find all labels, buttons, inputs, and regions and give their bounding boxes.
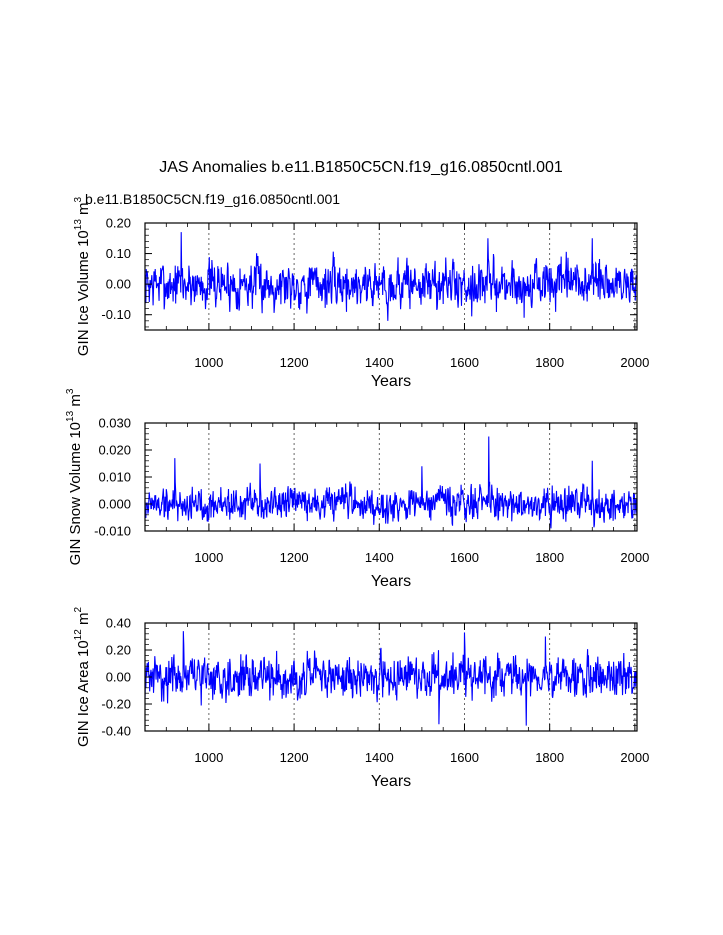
y-tick-label: 0.020 (98, 443, 131, 458)
x-tick-label: 1000 (194, 750, 223, 765)
x-tick-label: 1400 (365, 550, 394, 565)
y-tick-label: 0.010 (98, 470, 131, 485)
series-line-ice-area (144, 631, 638, 726)
y-tick-label: 0.00 (106, 277, 131, 292)
y-tick-label: 0.030 (98, 416, 131, 431)
x-tick-label: 1800 (535, 750, 564, 765)
panel-ice-area: 1000 1200 1400 1600 1800 2000 -0.40 -0.20 0.00 0.… (73, 607, 649, 790)
x-tick-label: 1000 (194, 355, 223, 370)
panel-ice-volume: 1000 1200 1400 1600 1800 2000 -0.10 0.00 0.10 0.2… (73, 196, 649, 390)
y-tick-label: -0.010 (94, 524, 131, 539)
x-tick-label: 1200 (280, 550, 309, 565)
y-tick-label: -0.20 (101, 697, 131, 712)
series-line-ice-volume (144, 232, 638, 321)
x-tick-label: 1600 (450, 355, 479, 370)
y-tick-label: 0.40 (106, 616, 131, 631)
x-tick-label: 1600 (450, 750, 479, 765)
x-axis-label: Years (371, 373, 411, 390)
x-tick-label: 1400 (365, 355, 394, 370)
y-tick-label: 0.20 (106, 216, 131, 231)
y-tick-label: 0.20 (106, 643, 131, 658)
y-axis-label: GIN Snow Volume 1013 m3 (65, 388, 84, 565)
y-axis-label: GIN Ice Volume 1013 m3 (73, 196, 92, 356)
y-axis-label: GIN Ice Area 1012 m2 (73, 607, 92, 748)
x-tick-label: 1200 (280, 750, 309, 765)
figure-title: JAS Anomalies b.e11.B1850C5CN.f19_g16.08… (159, 159, 563, 176)
series-line-snow-volume (144, 436, 638, 529)
y-tick-label: 0.00 (106, 670, 131, 685)
x-tick-label: 1800 (535, 550, 564, 565)
plot-frame (144, 222, 638, 331)
y-tick-label: -0.10 (101, 307, 131, 322)
x-tick-label: 1600 (450, 550, 479, 565)
x-axis-label: Years (371, 573, 411, 590)
x-tick-label: 1800 (535, 355, 564, 370)
panel-snow-volume: 1000 1200 1400 1600 1800 2000 -0.010 0.000 0.010… (65, 388, 649, 590)
y-tick-label: 0.10 (106, 246, 131, 261)
x-tick-label: 2000 (620, 750, 649, 765)
x-tick-label: 1000 (194, 550, 223, 565)
y-tick-label: -0.40 (101, 724, 131, 739)
x-tick-label: 2000 (620, 550, 649, 565)
case-label: b.e11.B1850C5CN.f19_g16.0850cntl.001 (85, 191, 340, 207)
x-tick-label: 1200 (280, 355, 309, 370)
x-axis-label: Years (371, 773, 411, 790)
x-tick-label: 2000 (620, 355, 649, 370)
y-tick-label: 0.000 (98, 497, 131, 512)
x-tick-label: 1400 (365, 750, 394, 765)
